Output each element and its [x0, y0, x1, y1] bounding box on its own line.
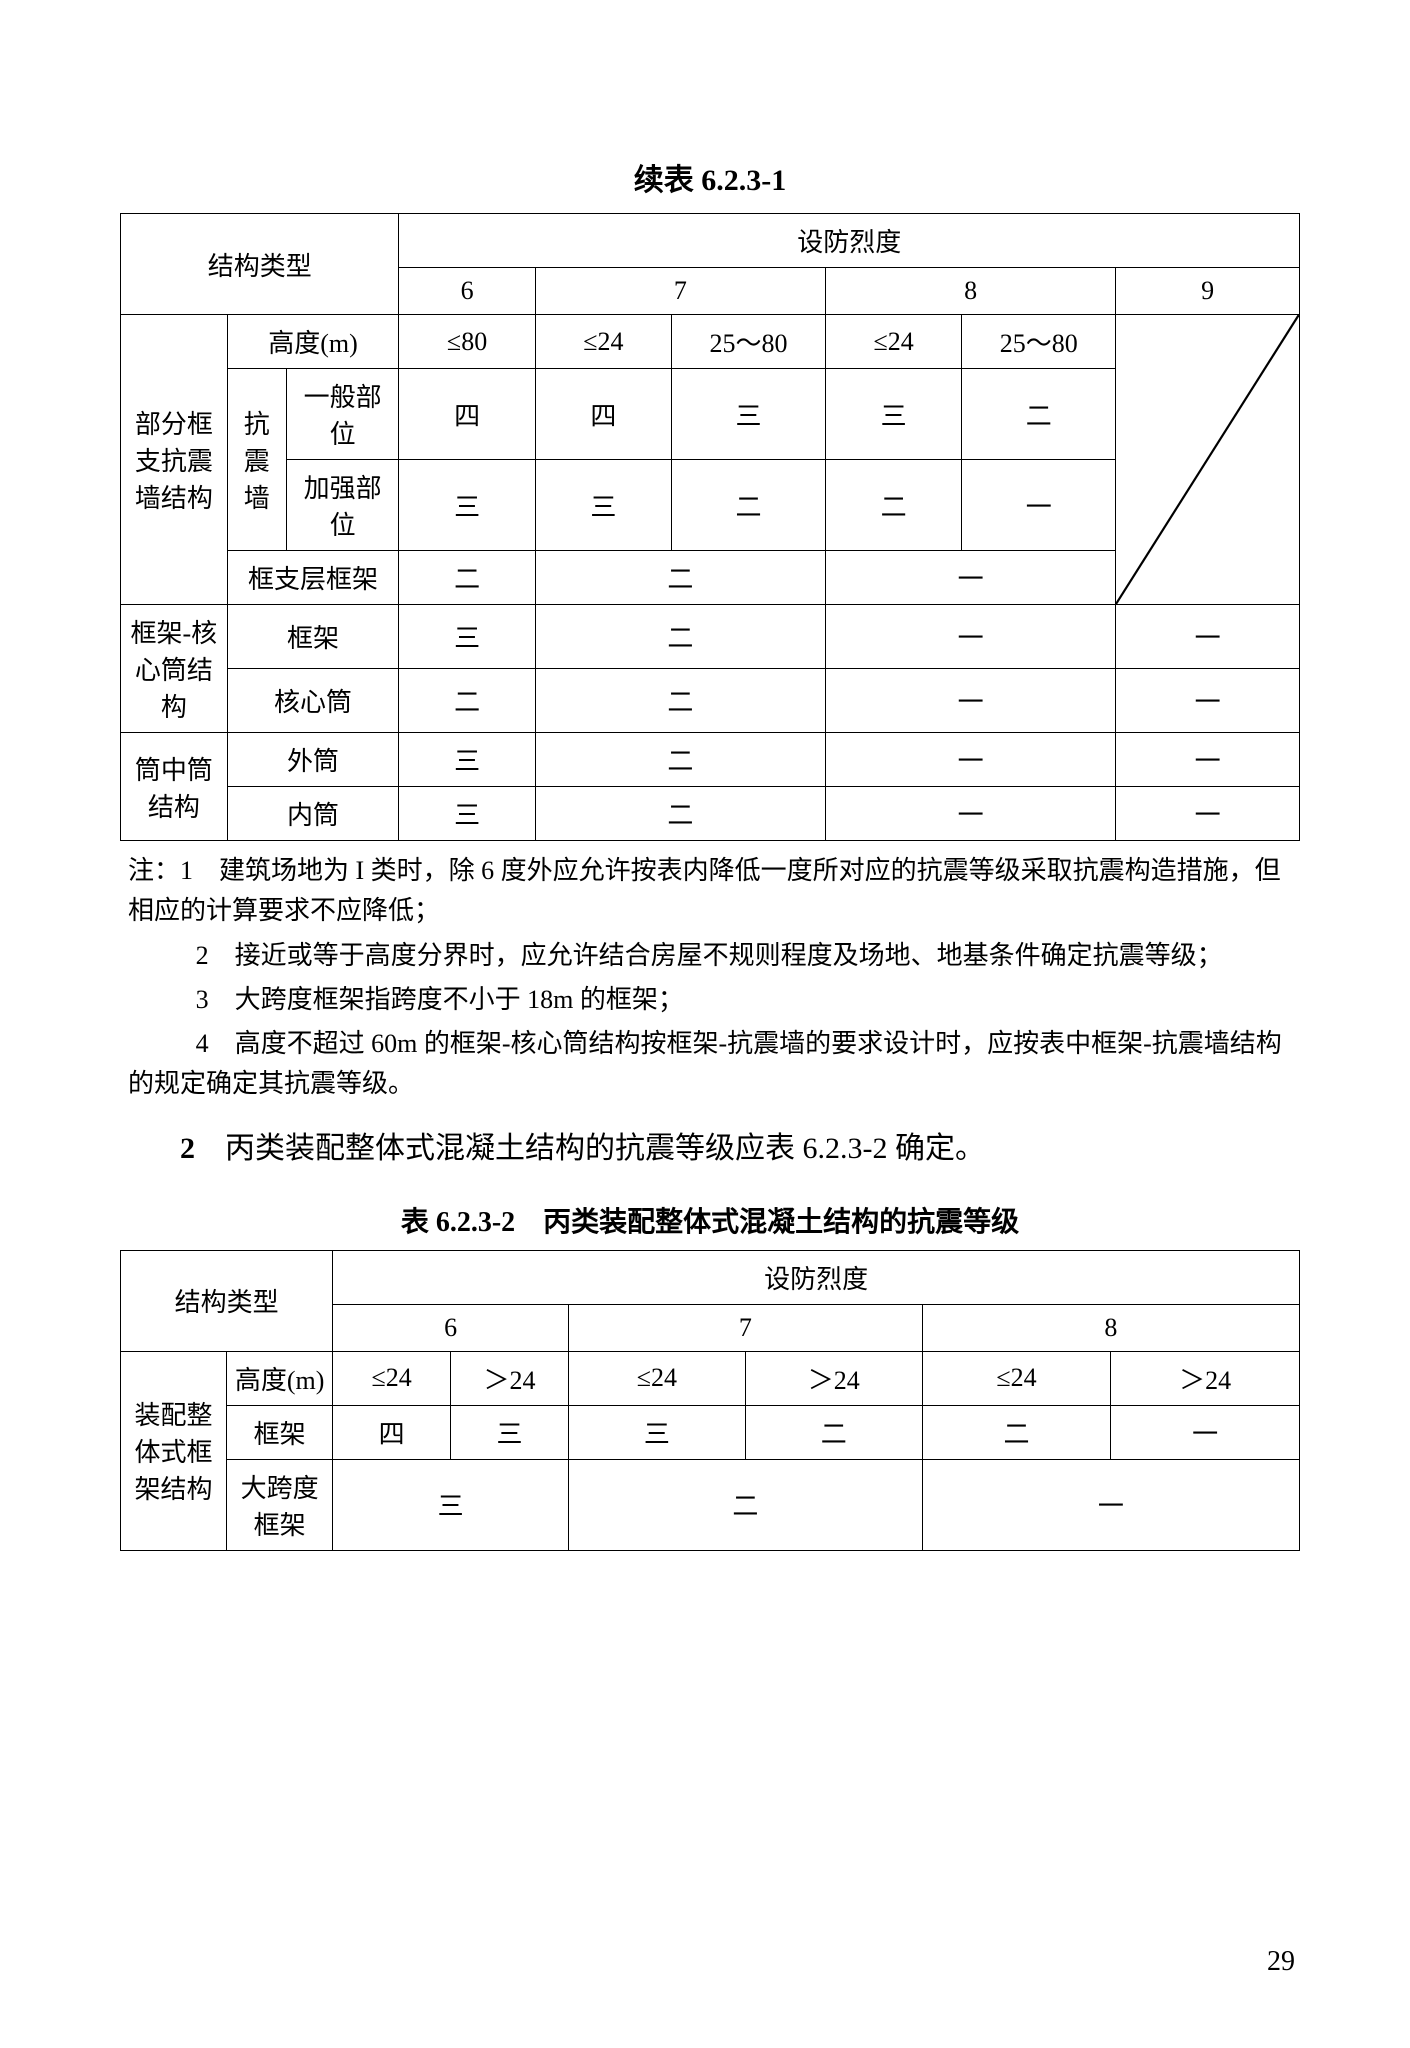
cell: 一	[826, 605, 1116, 669]
cell: 一	[826, 551, 1116, 605]
cell: ≤24	[922, 1351, 1111, 1405]
group1-label: 部分框支抗震墙结构	[121, 315, 228, 605]
cell: 一	[826, 669, 1116, 733]
group2-label: 框架-核心筒结构	[121, 605, 228, 733]
note-3: 3 大跨度框架指跨度不小于 18m 的框架；	[128, 980, 1292, 1020]
cell: 三	[399, 605, 535, 669]
cell: 三	[333, 1459, 569, 1550]
row-label: 内筒	[227, 787, 399, 841]
cell: 一	[1116, 605, 1300, 669]
row-label: 核心筒	[227, 669, 399, 733]
row-label: 高度(m)	[227, 1351, 333, 1405]
table-6-2-3-1: 结构类型 设防烈度 6 7 8 9 部分框支抗震墙结构 高度(m) ≤80 ≤2…	[120, 213, 1300, 841]
group3-label: 筒中筒结构	[121, 733, 228, 841]
cell: 三	[399, 733, 535, 787]
cell: 三	[569, 1405, 746, 1459]
cell: ＞24	[451, 1351, 569, 1405]
cell: 一	[826, 787, 1116, 841]
cell: 三	[399, 787, 535, 841]
notes-lead: 注：	[128, 856, 180, 885]
row-label: 加强部位	[286, 460, 399, 551]
cell: ≤24	[535, 315, 671, 369]
cell: 一	[826, 733, 1116, 787]
cell: 二	[399, 551, 535, 605]
cell: 三	[451, 1405, 569, 1459]
cell: 一	[922, 1459, 1299, 1550]
row-label: 框支层框架	[227, 551, 399, 605]
col-8: 8	[826, 268, 1116, 315]
row-label: 外筒	[227, 733, 399, 787]
cell: ≤24	[333, 1351, 451, 1405]
para-lead: 2	[180, 1132, 195, 1165]
cell: 三	[671, 369, 825, 460]
cell: 一	[1116, 733, 1300, 787]
cell: 一	[1111, 1405, 1300, 1459]
cell: 二	[922, 1405, 1111, 1459]
cell: 25～80	[671, 315, 825, 369]
header-type: 结构类型	[121, 1250, 333, 1351]
header-type: 结构类型	[121, 214, 399, 315]
cell: ≤80	[399, 315, 535, 369]
note-1: 1 建筑场地为 I 类时，除 6 度外应允许按表内降低一度所对应的抗震等级采取抗…	[128, 856, 1281, 925]
col-6: 6	[399, 268, 535, 315]
header-intensity: 设防烈度	[399, 214, 1300, 268]
paragraph-2: 2 丙类装配整体式混凝土结构的抗震等级应表 6.2.3-2 确定。	[120, 1123, 1300, 1174]
group-label: 装配整体式框架结构	[121, 1351, 227, 1550]
row-label: 大跨度框架	[227, 1459, 333, 1550]
cell: 二	[535, 787, 825, 841]
height-label: 高度(m)	[227, 315, 399, 369]
cell: 二	[826, 460, 962, 551]
cell: 四	[535, 369, 671, 460]
cell: 一	[962, 460, 1116, 551]
group1-sub: 抗震墙	[227, 369, 286, 551]
row-label: 框架	[227, 1405, 333, 1459]
note-2: 2 接近或等于高度分界时，应允许结合房屋不规则程度及场地、地基条件确定抗震等级；	[128, 936, 1292, 976]
cell: 三	[399, 460, 535, 551]
cell: 二	[535, 733, 825, 787]
cell: 二	[962, 369, 1116, 460]
table1-title: 续表 6.2.3-1	[120, 155, 1300, 199]
cell: 25～80	[962, 315, 1116, 369]
table1-notes: 注：1 建筑场地为 I 类时，除 6 度外应允许按表内降低一度所对应的抗震等级采…	[120, 851, 1300, 1105]
header-intensity: 设防烈度	[333, 1250, 1300, 1304]
cell: 二	[399, 669, 535, 733]
cell: ≤24	[826, 315, 962, 369]
row-label: 一般部位	[286, 369, 399, 460]
col-6: 6	[333, 1304, 569, 1351]
document-page: 续表 6.2.3-1 结构类型 设防烈度 6 7 8 9 部分框支抗震墙结构 高…	[0, 0, 1410, 2048]
cell: 一	[1116, 669, 1300, 733]
para-text: 丙类装配整体式混凝土结构的抗震等级应表 6.2.3-2 确定。	[195, 1132, 985, 1165]
cell: 四	[333, 1405, 451, 1459]
cell: 三	[826, 369, 962, 460]
col-7: 7	[535, 268, 825, 315]
cell: 二	[671, 460, 825, 551]
note-4: 4 高度不超过 60m 的框架-核心筒结构按框架-抗震墙的要求设计时，应按表中框…	[128, 1024, 1292, 1105]
row-label: 框架	[227, 605, 399, 669]
cell: 二	[535, 669, 825, 733]
cell: 一	[1116, 787, 1300, 841]
col-9: 9	[1116, 268, 1300, 315]
col-8: 8	[922, 1304, 1299, 1351]
cell: ＞24	[745, 1351, 922, 1405]
cell: 二	[535, 605, 825, 669]
diagonal-cell	[1116, 315, 1300, 605]
cell: 三	[535, 460, 671, 551]
table2-title: 表 6.2.3-2 丙类装配整体式混凝土结构的抗震等级	[120, 1200, 1300, 1240]
cell: 二	[745, 1405, 922, 1459]
cell: 二	[569, 1459, 923, 1550]
table-6-2-3-2: 结构类型 设防烈度 6 7 8 装配整体式框架结构 高度(m) ≤24 ＞24 …	[120, 1250, 1300, 1551]
cell: ≤24	[569, 1351, 746, 1405]
page-number: 29	[1267, 1946, 1295, 1978]
col-7: 7	[569, 1304, 923, 1351]
cell: ＞24	[1111, 1351, 1300, 1405]
cell: 二	[535, 551, 825, 605]
cell: 四	[399, 369, 535, 460]
